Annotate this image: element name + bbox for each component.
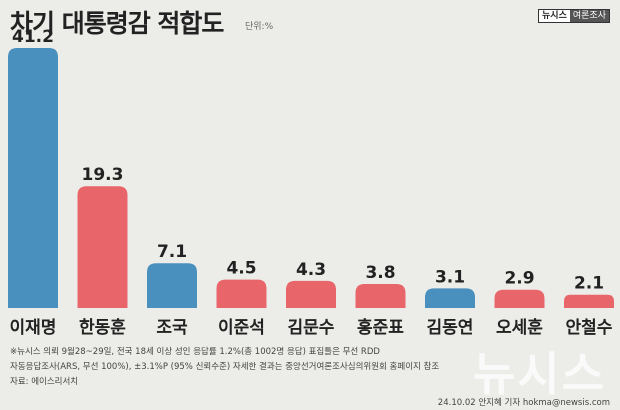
brand-badge: 뉴시스 여론조사 xyxy=(538,9,610,23)
bar-오세훈 xyxy=(494,289,545,308)
survey-note-line: ※뉴시스 의뢰 9월28~29일, 전국 18세 이상 성인 응답률 1.2%(… xyxy=(10,347,380,357)
brand-name: 뉴시스 xyxy=(539,10,570,22)
category-label: 안철수 xyxy=(566,318,613,338)
data-label: 3.8 xyxy=(365,263,395,283)
bar-조국 xyxy=(147,263,197,308)
watermark-logo: 뉴시스 xyxy=(473,347,606,401)
data-label: 4.3 xyxy=(296,260,326,280)
category-label: 조국 xyxy=(156,318,188,338)
bar-홍준표 xyxy=(355,284,406,308)
category-label: 김동연 xyxy=(427,318,474,338)
bar-안철수 xyxy=(564,294,614,308)
brand-category: 여론조사 xyxy=(569,10,609,22)
unit-label: 단위:% xyxy=(245,22,274,32)
bar-이준석 xyxy=(216,279,267,308)
category-label: 김문수 xyxy=(288,318,335,338)
survey-notes: ※뉴시스 의뢰 9월28~29일, 전국 18세 이상 성인 응답률 1.2%(… xyxy=(10,345,439,390)
data-label: 2.9 xyxy=(504,269,534,289)
survey-note-line: 자동응답조사(ARS, 무선 100%), ±3.1%P (95% 신뢰수준) … xyxy=(10,362,440,372)
category-label: 오세훈 xyxy=(496,317,543,338)
bar-한동훈 xyxy=(77,186,128,308)
data-label: 41.2 xyxy=(12,27,54,47)
category-label: 이재명 xyxy=(10,318,57,338)
bar-김동연 xyxy=(425,288,475,308)
data-label: 4.5 xyxy=(226,259,256,279)
source-line: 자료: 에이스리서치 xyxy=(10,377,79,387)
data-label: 7.1 xyxy=(157,242,187,262)
category-label: 홍준표 xyxy=(357,317,404,338)
chart-title: 차기 대통령감 적합도 xyxy=(10,9,224,38)
bar-김문수 xyxy=(286,280,336,308)
category-label: 한동훈 xyxy=(79,317,126,338)
data-label: 19.3 xyxy=(82,165,124,185)
bar-이재명 xyxy=(8,48,58,308)
data-label: 2.1 xyxy=(574,274,604,294)
bar-chart: 41.2 이재명 19.3 한동훈 7.1 조국 4.5 이준석 4.3 김문수 3.8 홍준표 3.1… xyxy=(8,27,614,338)
category-label: 이준석 xyxy=(218,318,265,338)
data-label: 3.1 xyxy=(435,267,465,287)
credit-line: 24.10.02 안지혜 기자 hokma@newsis.com xyxy=(437,398,610,408)
